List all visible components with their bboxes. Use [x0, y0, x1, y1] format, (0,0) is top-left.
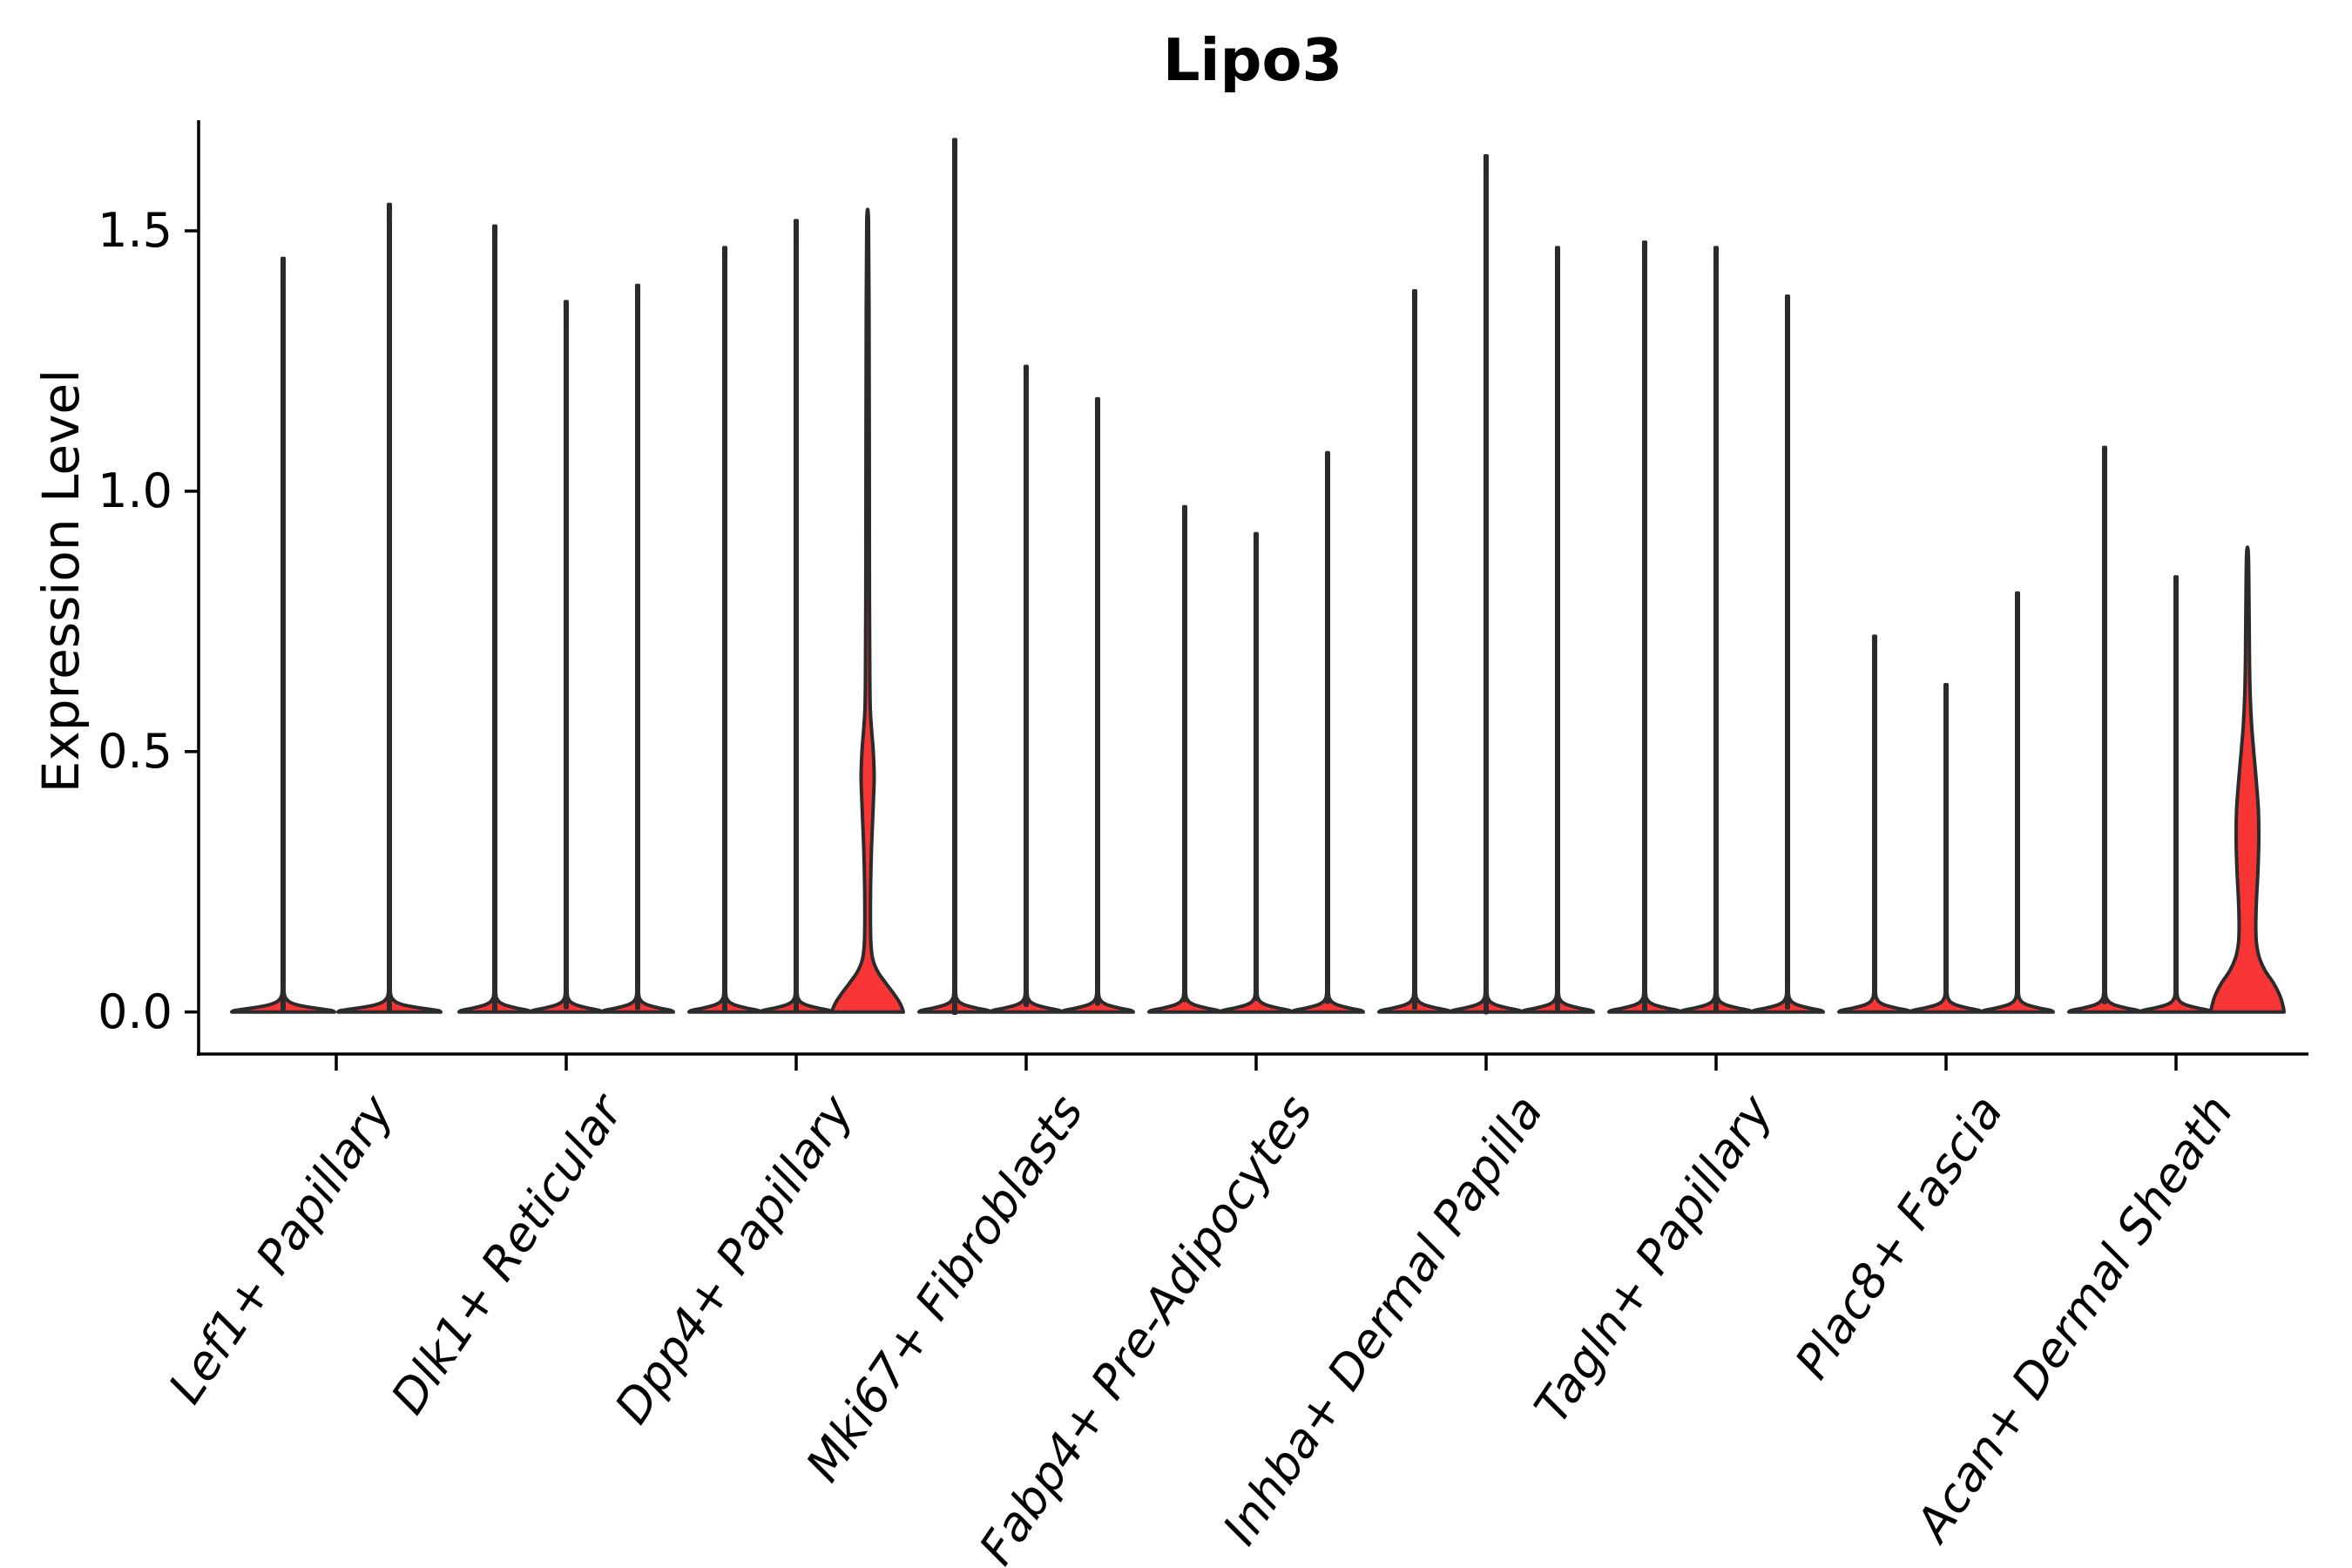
violin: [1449, 153, 1524, 1015]
violin: [1679, 246, 1754, 1014]
violin: [1060, 396, 1135, 1014]
violin: [1520, 246, 1595, 1014]
y-tick-label-1.5: 1.5: [98, 203, 172, 258]
violin: [1147, 504, 1222, 1014]
violin: [1980, 591, 2055, 1014]
y-tick-label-0.0: 0.0: [98, 984, 172, 1039]
violin: [1750, 294, 1825, 1014]
y-tick-label-1.0: 1.0: [98, 463, 172, 518]
violin: [1837, 634, 1912, 1014]
violin: [457, 224, 532, 1014]
violin: [600, 283, 675, 1014]
violin: [230, 256, 336, 1014]
violin: [2139, 575, 2213, 1014]
violin: [917, 138, 992, 1016]
chart-title: Lipo3: [1162, 26, 1343, 94]
violin: [989, 364, 1064, 1014]
violin: [2067, 445, 2142, 1014]
violin: [2209, 545, 2286, 1014]
violin: [336, 202, 443, 1014]
violin: [759, 219, 834, 1014]
violin: [1607, 240, 1682, 1014]
violin: [687, 246, 762, 1014]
violin: [1290, 450, 1365, 1014]
violin: [1909, 683, 1984, 1014]
violin: [830, 207, 905, 1014]
violin: [1219, 531, 1294, 1014]
violin: [1377, 289, 1452, 1014]
violin: [529, 300, 604, 1014]
y-tick-label-0.5: 0.5: [98, 724, 172, 779]
